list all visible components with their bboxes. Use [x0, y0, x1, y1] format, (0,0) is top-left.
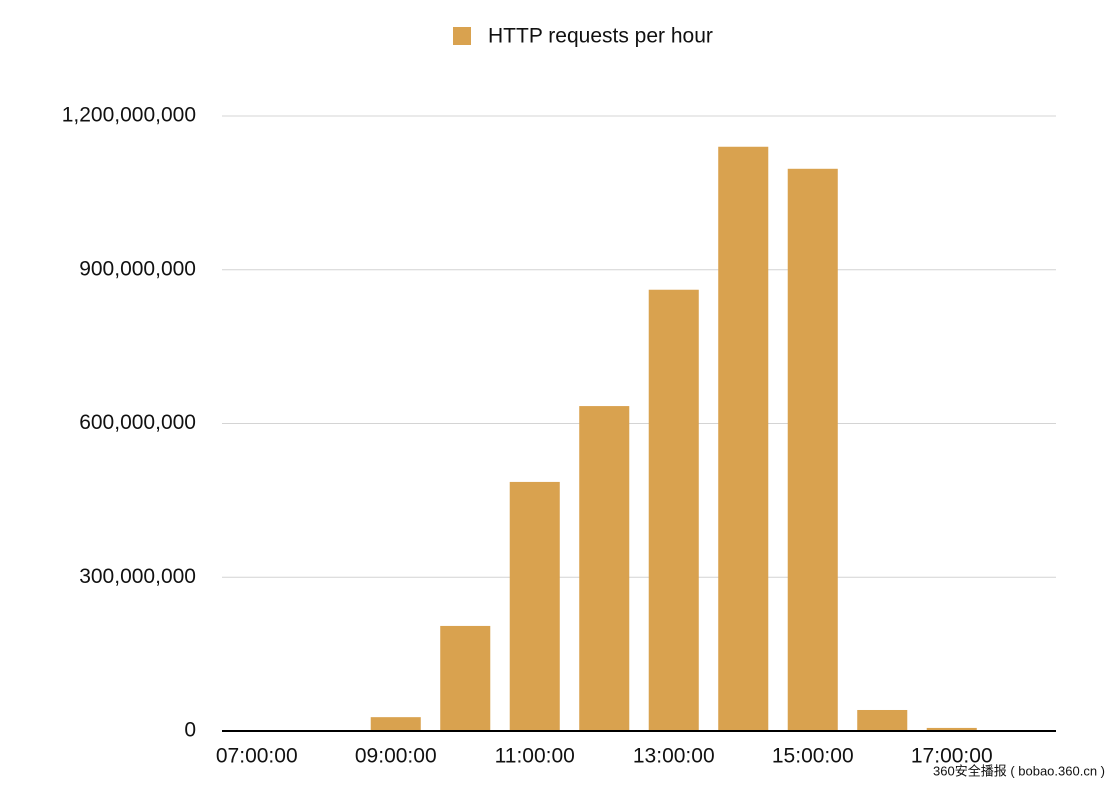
y-tick-label: 0 [184, 719, 196, 742]
bar [857, 709, 908, 731]
y-tick-label: 900,000,000 [79, 257, 196, 280]
legend-swatch [453, 27, 471, 45]
x-tick-label: 13:00:00 [633, 745, 715, 768]
y-tick-label: 600,000,000 [79, 411, 196, 434]
y-tick-label: 1,200,000,000 [62, 104, 196, 127]
bar [370, 717, 421, 731]
bar [718, 146, 769, 731]
bar [787, 168, 838, 732]
x-tick-label: 09:00:00 [355, 745, 437, 768]
x-tick-label: 17:00:00 [911, 745, 993, 768]
bar [579, 406, 630, 731]
bar [440, 625, 491, 731]
x-tick-label: 11:00:00 [495, 745, 575, 768]
x-tick-label: 15:00:00 [772, 745, 854, 768]
x-tick-label: 07:00:00 [216, 745, 298, 768]
bar [926, 727, 977, 731]
bar [509, 481, 560, 731]
y-tick-label: 300,000,000 [79, 565, 196, 588]
watermark: 360安全播报 ( bobao.360.cn ) [933, 763, 1105, 778]
bar [648, 289, 699, 731]
legend-label: HTTP requests per hour [488, 25, 713, 48]
